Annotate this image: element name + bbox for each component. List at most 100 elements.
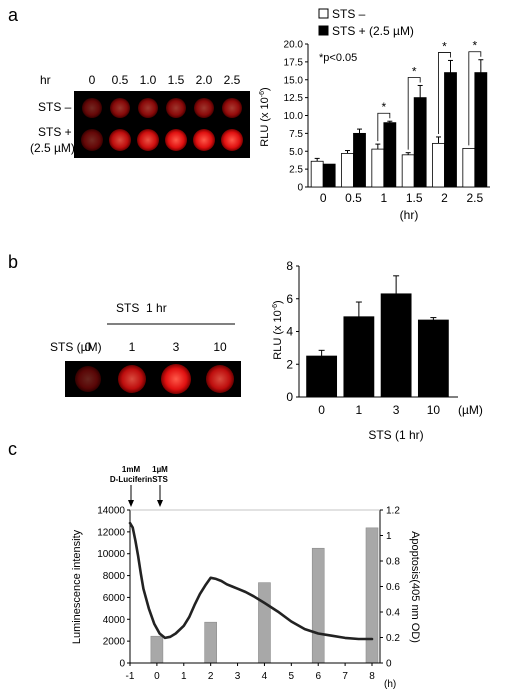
significance-star: * bbox=[381, 100, 386, 114]
chart-c-y-tick-label: 8000 bbox=[103, 571, 126, 582]
hr-tick-label: 1.5 bbox=[168, 73, 185, 87]
chart-a-y-tick-label: 0 bbox=[297, 183, 303, 194]
chart-a-xlabel: (hr) bbox=[400, 208, 419, 222]
bar-sts-plus bbox=[322, 163, 336, 188]
chart-c-x-tick-label: 5 bbox=[289, 671, 295, 682]
chart-a-x-tick-label: 1.5 bbox=[406, 191, 423, 205]
significance-bracket bbox=[407, 77, 421, 150]
chart-b: RLU (x 10-6) STS (1 hr) (µM) 0 2 4 6 8 0 1 3 10 bbox=[272, 259, 483, 442]
chart-b-unit-label: (µM) bbox=[458, 403, 483, 417]
chart-c-x-tick-label: 2 bbox=[208, 671, 214, 682]
bar-dose bbox=[417, 319, 449, 398]
well-sts-minus bbox=[166, 98, 186, 118]
bar-sts-plus bbox=[444, 72, 457, 188]
apoptosis-bar bbox=[204, 621, 217, 664]
chart-c-x-tick-label: 3 bbox=[235, 671, 241, 682]
panel-a-label: a bbox=[8, 5, 19, 25]
well-sts-minus bbox=[110, 98, 130, 118]
chart-c-y-tick-label: 6000 bbox=[103, 593, 126, 604]
luminescence-curve bbox=[128, 521, 374, 641]
chart-a-x-tick-label: 1 bbox=[380, 191, 387, 205]
bar-sts-minus bbox=[401, 154, 415, 188]
chart-b-y-tick-label: 6 bbox=[286, 292, 293, 306]
well-sts-minus bbox=[82, 98, 102, 118]
well-sts-plus bbox=[109, 129, 131, 151]
chart-a-y-tick-label: 10.0 bbox=[284, 111, 304, 122]
chart-a-note: *p<0.05 bbox=[319, 52, 357, 64]
significance-bracket bbox=[468, 51, 482, 146]
hr-tick-label: 2.5 bbox=[224, 73, 241, 87]
chart-b-x-tick-label: 3 bbox=[393, 403, 400, 417]
arrow1-label-line2: D-Luciferin bbox=[110, 475, 152, 484]
dose-tick-label: 1 bbox=[129, 340, 136, 354]
apoptosis-bar bbox=[258, 582, 271, 664]
legend-label-sts-plus: STS + (2.5 µM) bbox=[332, 24, 414, 38]
chart-b-y-tick-label: 8 bbox=[286, 259, 293, 273]
chart-c-y-tick-label: 4000 bbox=[103, 615, 126, 626]
hr-tick-label: 0.5 bbox=[112, 73, 129, 87]
dose-tick-label: 3 bbox=[173, 340, 180, 354]
chart-b-x-tick-label: 10 bbox=[427, 403, 441, 417]
panel-c-label: c bbox=[8, 439, 17, 459]
chart-c-y2-tick-label: 0.8 bbox=[386, 557, 400, 568]
chart-c-x-tick-label: 7 bbox=[342, 671, 348, 682]
chart-c-x-tick-label: 6 bbox=[315, 671, 321, 682]
chart-c: Luminescence intensity Apoptosis(405 nm … bbox=[71, 506, 421, 691]
chart-c-x-tick-label: 1 bbox=[181, 671, 187, 682]
chart-a-y-tick-label: 7.5 bbox=[289, 129, 303, 140]
row-label-sts-minus: STS – bbox=[38, 100, 72, 114]
chart-c-y-tick-label: 12000 bbox=[97, 527, 125, 538]
chart-b-xlabel: STS (1 hr) bbox=[368, 428, 423, 442]
bar-sts-plus bbox=[474, 72, 488, 188]
chart-c-xlabel: (h) bbox=[384, 679, 396, 690]
chart-a-y-tick-label: 2.5 bbox=[289, 165, 303, 176]
chart-b-y-tick-label: 2 bbox=[286, 357, 293, 371]
well-sts-minus bbox=[138, 98, 158, 118]
chart-b-y-tick-label: 0 bbox=[286, 390, 293, 404]
apoptosis-bar bbox=[311, 547, 325, 664]
chart-c-y-tick-label: 14000 bbox=[97, 506, 125, 517]
well-dose bbox=[118, 365, 146, 393]
bar-sts-minus bbox=[462, 147, 476, 188]
chart-b-x-tick-label: 1 bbox=[356, 403, 363, 417]
chart-c-y2-tick-label: 0.6 bbox=[386, 582, 400, 593]
arrow2-label-line2: STS bbox=[152, 475, 168, 484]
legend-swatch-sts-minus bbox=[318, 8, 329, 19]
chart-c-y-tick-label: 2000 bbox=[103, 637, 126, 648]
significance-bracket bbox=[377, 112, 391, 142]
well-plate-wells-b bbox=[75, 364, 234, 394]
bar-dose bbox=[380, 293, 412, 398]
well-sts-plus bbox=[165, 129, 187, 151]
hr-tick-label: 0 bbox=[89, 73, 96, 87]
dose-label: STS (µM) bbox=[50, 340, 102, 354]
chart-a-y-tick-label: 17.5 bbox=[284, 57, 304, 68]
well-sts-plus bbox=[193, 129, 215, 151]
arrow2-label-line1: 1µM bbox=[152, 465, 168, 474]
bar-dose bbox=[343, 316, 375, 398]
arrow-down-icon bbox=[128, 485, 134, 507]
hr-tick-label: 1.0 bbox=[140, 73, 157, 87]
apoptosis-bar bbox=[365, 527, 379, 664]
bar-sts-plus bbox=[413, 97, 427, 188]
bar-sts-plus bbox=[383, 122, 397, 188]
well-sts-minus bbox=[222, 98, 242, 118]
chart-c-y-tick-label: 0 bbox=[119, 659, 125, 670]
chart-a-y-tick-label: 12.5 bbox=[284, 93, 304, 104]
chart-c-y2-tick-label: 1.2 bbox=[386, 506, 400, 517]
row-label-sts-conc: (2.5 µM) bbox=[30, 141, 75, 155]
apoptosis-bar bbox=[150, 635, 164, 664]
chart-b-y-tick-label: 4 bbox=[286, 325, 293, 339]
chart-c-x-tick-label: 8 bbox=[369, 671, 375, 682]
chart-a-ylabel: RLU (x 10-6) bbox=[259, 87, 271, 146]
chart-a: RLU (x 10-6) (hr) *p<0.05 STS – STS + (2… bbox=[259, 7, 490, 222]
chart-c-x-tick-label: -1 bbox=[126, 671, 135, 682]
bar-sts-minus bbox=[341, 152, 354, 188]
chart-c-y2-tick-label: 0 bbox=[386, 659, 392, 670]
dose-tick-label: 0 bbox=[85, 340, 92, 354]
chart-c-y2-tick-label: 0.2 bbox=[386, 633, 400, 644]
bar-sts-minus bbox=[432, 142, 445, 188]
chart-c-y2-tick-label: 0.4 bbox=[386, 608, 400, 619]
dose-tick-label: 10 bbox=[213, 340, 227, 354]
chart-a-x-tick-label: 0.5 bbox=[345, 191, 362, 205]
hr-tick-labels: 0 0.5 1.0 1.5 2.0 2.5 bbox=[89, 73, 241, 87]
